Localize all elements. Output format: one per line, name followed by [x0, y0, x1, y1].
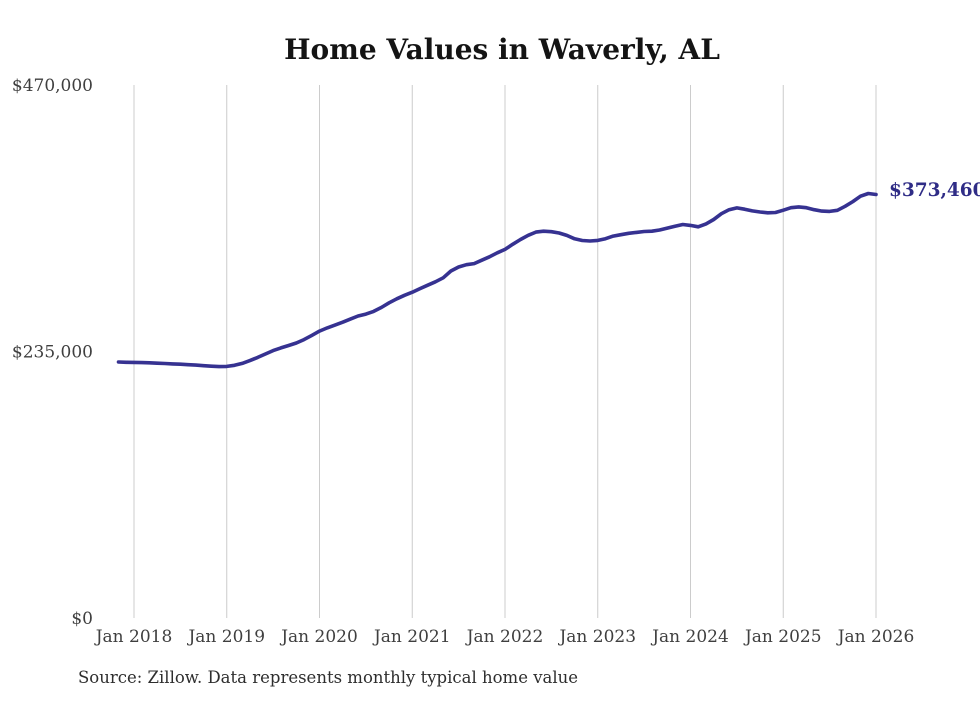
y-tick-label: $235,000: [12, 343, 93, 363]
y-axis-labels: $0 $235,000 $470,000: [12, 76, 93, 629]
y-tick-label: $0: [71, 609, 93, 629]
y-tick-label: $470,000: [12, 76, 93, 96]
x-tick-label: Jan 2026: [836, 627, 915, 647]
source-note: Source: Zillow. Data represents monthly …: [78, 668, 578, 687]
x-tick-label: Jan 2024: [650, 627, 729, 647]
x-tick-label: Jan 2025: [743, 627, 822, 647]
x-tick-label: Jan 2020: [279, 627, 358, 647]
x-tick-label: Jan 2021: [372, 627, 451, 647]
home-value-line: [116, 191, 878, 369]
gridlines: [133, 85, 877, 618]
current-value-label: $373,460: [889, 180, 980, 201]
x-axis-labels: Jan 2018 Jan 2019 Jan 2020 Jan 2021 Jan 2022…: [94, 627, 915, 647]
x-tick-label: Jan 2022: [465, 627, 544, 647]
x-tick-label: Jan 2018: [94, 627, 173, 647]
chart-title: Home Values in Waverly, AL: [284, 33, 720, 66]
x-tick-label: Jan 2019: [186, 627, 265, 647]
x-tick-label: Jan 2023: [557, 627, 636, 647]
